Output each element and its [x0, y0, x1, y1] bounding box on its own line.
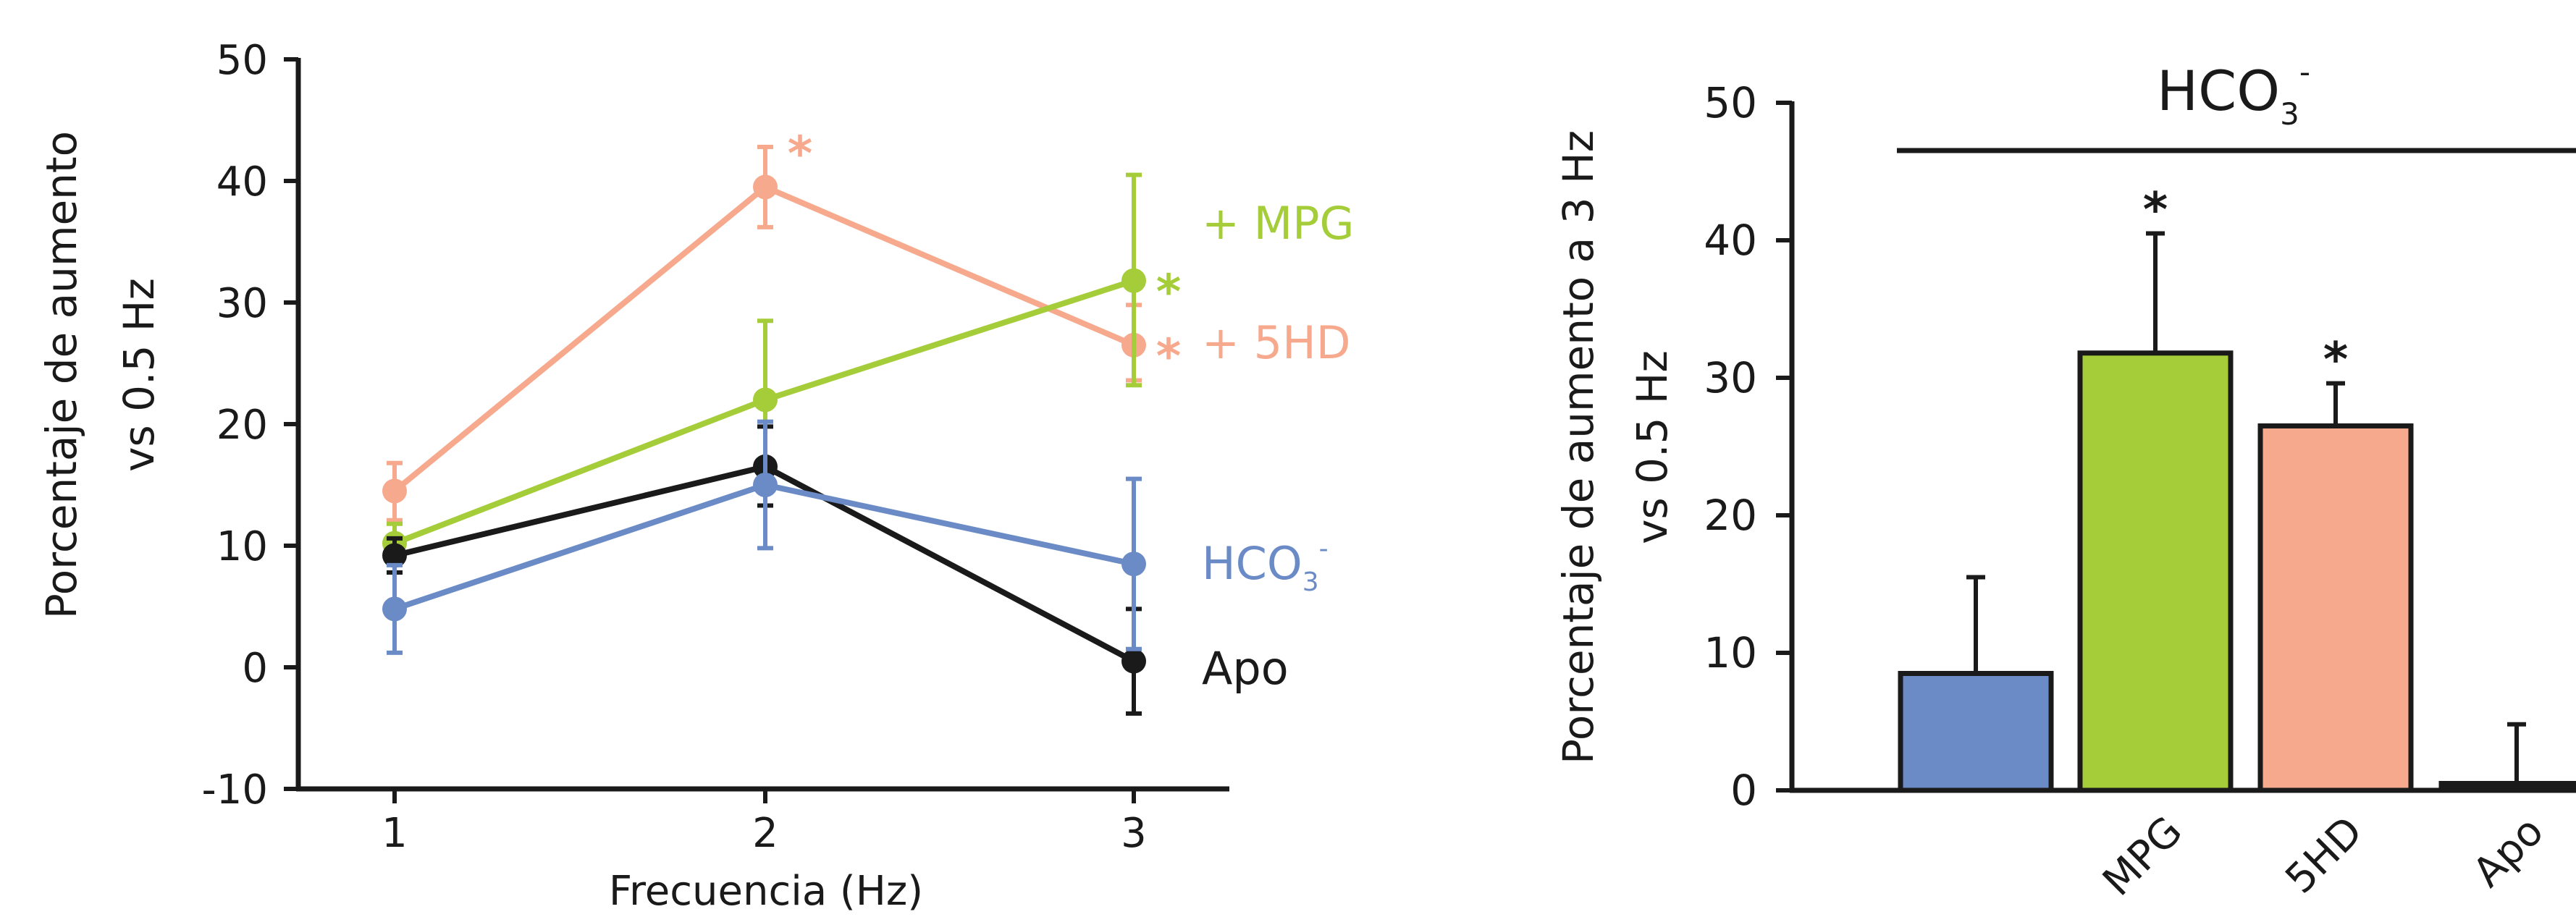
- bar-chart-title: HCO3-: [1897, 54, 2576, 153]
- data-point-apo: [382, 543, 407, 568]
- series-mpg: *: [382, 172, 1182, 565]
- bar-chart-y-tick-label: 10: [1704, 628, 1757, 677]
- bar-chart: Porcentaje de aumento a 3 Hz vs 0.5 Hz H…: [1554, 54, 2576, 905]
- data-point-mpg: [1121, 268, 1146, 293]
- data-point-hco3: [1121, 552, 1146, 577]
- line-chart-series-group: ***: [382, 126, 1182, 716]
- line-chart-y-axis-label-line-2: vs 0.5 Hz: [114, 278, 164, 472]
- bar-category-label-mpg: MPG: [2094, 808, 2192, 905]
- bar-apo: [2438, 781, 2576, 793]
- line-chart-x-axis-label: Frecuencia (Hz): [609, 868, 923, 913]
- bar-hd5: [2257, 423, 2414, 793]
- line-chart: Porcentaje de aumento vs 0.5 Hz Frecuenc…: [37, 37, 1355, 915]
- bar-chart-y-tick-label: 50: [1704, 78, 1757, 127]
- legend-label-apo: Apo: [1202, 642, 1289, 695]
- significance-marker-hd5: *: [788, 126, 813, 182]
- bar-significance-marker-mpg: *: [2143, 182, 2168, 238]
- line-chart-x-tick-label: 1: [382, 810, 408, 857]
- bar-hco3: [1898, 671, 2054, 793]
- data-point-hco3: [753, 473, 778, 497]
- bar-chart-title-text: HCO3-: [2157, 54, 2310, 132]
- bar-chart-bars: * MPG * 5HD Apo: [1898, 182, 2576, 905]
- line-chart-y-axis-label-line-1: Porcentaje de aumento: [37, 131, 86, 619]
- line-chart-y-axis-label: Porcentaje de aumento vs 0.5 Hz: [37, 131, 164, 619]
- legend-label-hco3: HCO3-: [1202, 534, 1329, 597]
- data-point-hd5: [382, 478, 407, 504]
- line-chart-y-tick-label: 40: [216, 159, 268, 206]
- bar-mpg: [2077, 350, 2234, 793]
- line-chart-x-tick-label: 2: [752, 810, 778, 857]
- data-point-apo: [1121, 648, 1146, 674]
- line-chart-y-tick-label: 10: [216, 523, 268, 570]
- line-chart-y-tick-label: 30: [216, 280, 268, 327]
- line-chart-y-tick-label: 50: [216, 37, 268, 84]
- bar-chart-y-tick-label: 40: [1704, 216, 1757, 265]
- bar-chart-y-axis-label-line-2: vs 0.5 Hz: [1628, 350, 1677, 544]
- data-point-hco3: [382, 596, 407, 622]
- line-chart-y-tick-label: -10: [202, 766, 268, 814]
- line-chart-y-tick-label: 0: [242, 645, 268, 692]
- bar-chart-y-tick-label: 20: [1704, 491, 1757, 540]
- bar-category-label-apo: Apo: [2464, 808, 2552, 896]
- significance-marker-hd5: *: [1156, 329, 1182, 384]
- line-chart-axes: -10 0 10 20 30 40 50 1 2 3: [202, 37, 1229, 857]
- bar-significance-marker-hd5: *: [2323, 332, 2349, 388]
- bar-chart-y-axis-label-line-1: Porcentaje de aumento a 3 Hz: [1554, 130, 1603, 764]
- legend-label-mpg: + MPG: [1202, 197, 1355, 250]
- bar-category-label-hd5: 5HD: [2276, 808, 2371, 903]
- line-chart-legend: + 5HD + MPG Apo HCO3-: [1202, 197, 1355, 695]
- significance-marker-mpg: *: [1156, 264, 1182, 320]
- data-point-mpg: [753, 387, 778, 413]
- data-point-hd5: [753, 174, 778, 200]
- series-hco3: [382, 419, 1146, 655]
- bar-chart-y-tick-label: 30: [1704, 353, 1757, 402]
- series-hd5: **: [382, 126, 1182, 523]
- bar-chart-y-tick-label: 0: [1730, 766, 1757, 815]
- line-chart-y-tick-label: 20: [216, 402, 268, 449]
- legend-label-hd5: + 5HD: [1202, 316, 1350, 369]
- line-chart-x-tick-label: 3: [1121, 810, 1147, 857]
